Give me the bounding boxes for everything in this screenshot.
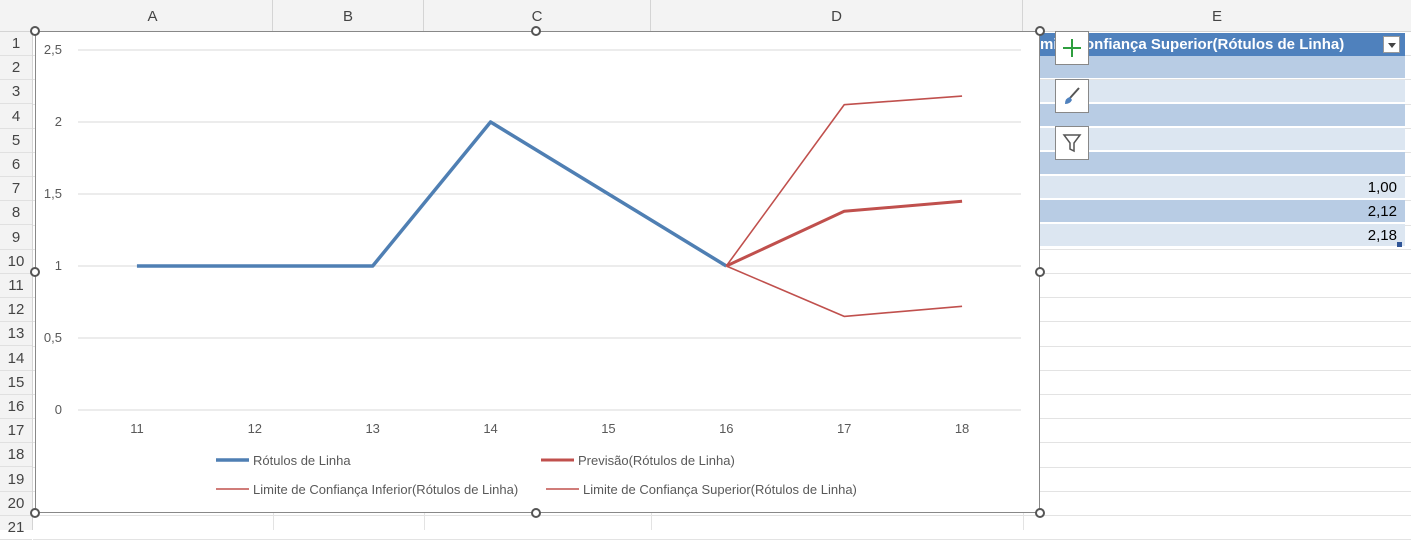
chart-elements-button[interactable] [1055, 31, 1089, 65]
row-gridline [33, 515, 1411, 516]
table-row[interactable] [1040, 80, 1405, 103]
table-row[interactable] [1040, 56, 1405, 79]
y-tick-label: 2,5 [44, 42, 62, 57]
column-header-d[interactable]: D [651, 0, 1023, 31]
row-header-5[interactable]: 5 [0, 129, 32, 153]
resize-handle-top[interactable] [531, 26, 541, 36]
y-tick-label: 1 [55, 258, 62, 273]
row-header-19[interactable]: 19 [0, 468, 32, 492]
table-header-cell[interactable]: mi e Confiança Superior(Rótulos de Linha… [1040, 33, 1405, 56]
resize-handle-bottom-right[interactable] [1035, 508, 1045, 518]
funnel-icon [1062, 134, 1082, 153]
y-tick-label: 1,5 [44, 186, 62, 201]
row-header-14[interactable]: 14 [0, 347, 32, 371]
series-line-3 [725, 265, 963, 318]
table-row[interactable]: 2,12 [1040, 200, 1405, 223]
x-tick-label: 12 [248, 421, 262, 436]
column-header-label: B [342, 8, 353, 25]
legend-label: Previsão(Rótulos de Linha) [578, 453, 735, 468]
row-header-11[interactable]: 11 [0, 274, 32, 298]
table-row[interactable] [1040, 152, 1405, 175]
row-header-9[interactable]: 9 [0, 226, 32, 250]
row-header-12[interactable]: 12 [0, 298, 32, 323]
column-header-label: A [147, 8, 158, 25]
row-header-1[interactable]: 1 [0, 32, 32, 56]
brush-icon [1065, 87, 1080, 104]
table-row[interactable] [1040, 128, 1405, 151]
table-cell-value: 2,18 [1367, 227, 1397, 244]
row-header-18[interactable]: 18 [0, 443, 32, 468]
x-tick-label: 13 [365, 421, 379, 436]
row-header-15[interactable]: 15 [0, 371, 32, 395]
table-row[interactable]: 1,00 [1040, 176, 1405, 199]
row-header-10[interactable]: 10 [0, 250, 32, 274]
series-line-4 [725, 95, 963, 267]
plus-icon [1063, 39, 1081, 57]
x-tick-label: 17 [837, 421, 851, 436]
x-tick-label: 18 [955, 421, 969, 436]
row-header-8[interactable]: 8 [0, 201, 32, 226]
row-header-6[interactable]: 6 [0, 153, 32, 177]
row-header-7[interactable]: 7 [0, 177, 32, 202]
resize-handle-right[interactable] [1035, 267, 1045, 277]
row-header-2[interactable]: 2 [0, 56, 32, 81]
line-chart[interactable]: 0 0,5 1 1,5 2 2,5 11 12 13 14 15 16 17 18 Rótulos de L… [35, 31, 1040, 513]
column-header-c[interactable]: C [424, 0, 651, 31]
row-header-21[interactable]: 21 [0, 516, 32, 540]
chart-canvas: 0 0,5 1 1,5 2 2,5 11 12 13 14 15 16 17 18 Rótulos de L… [44, 42, 1021, 497]
table-header-label: mi e Confiança Superior(Rótulos de Linha… [1040, 36, 1345, 53]
resize-handle-bottom-left[interactable] [30, 508, 40, 518]
x-tick-label: 15 [601, 421, 615, 436]
resize-handle-top-right[interactable] [1035, 26, 1045, 36]
resize-handle-bottom[interactable] [531, 508, 541, 518]
column-header-a[interactable]: A [33, 0, 273, 31]
table-row[interactable]: 2,18 [1040, 224, 1405, 247]
table-row[interactable] [1040, 104, 1405, 127]
x-tick-label: 16 [719, 421, 733, 436]
resize-handle-left[interactable] [30, 267, 40, 277]
column-header-b[interactable]: B [273, 0, 424, 31]
chart-styles-button[interactable] [1055, 79, 1089, 113]
row-header-3[interactable]: 3 [0, 80, 32, 105]
column-header-bar: A B C D E [0, 0, 1411, 32]
y-tick-label: 0 [55, 402, 62, 417]
chart-filters-button[interactable] [1055, 126, 1089, 160]
column-header-e[interactable]: E [1023, 0, 1411, 31]
row-header-17[interactable]: 17 [0, 419, 32, 444]
column-header-label: E [1211, 8, 1222, 25]
legend-label: Limite de Confiança Superior(Rótulos de … [583, 482, 857, 497]
series-line-1 [136, 120, 728, 268]
legend-label: Rótulos de Linha [253, 453, 351, 468]
resize-handle-top-left[interactable] [30, 26, 40, 36]
y-tick-label: 0,5 [44, 330, 62, 345]
series-line-2 [725, 199, 963, 268]
row-header-4[interactable]: 4 [0, 105, 32, 129]
table-resize-handle[interactable] [1397, 242, 1402, 247]
table-cell-value: 2,12 [1367, 203, 1397, 220]
row-header-bar: 1 2 3 4 5 6 7 8 9 10 11 12 13 14 15 16 17 18 19 20 21 [0, 32, 33, 540]
row-header-16[interactable]: 16 [0, 395, 32, 419]
column-header-label: C [531, 8, 543, 25]
row-header-20[interactable]: 20 [0, 492, 32, 516]
x-tick-label: 14 [483, 421, 497, 436]
column-header-label: D [831, 8, 842, 25]
legend-label: Limite de Confiança Inferior(Rótulos de … [253, 482, 518, 497]
y-tick-label: 2 [55, 114, 62, 129]
row-header-13[interactable]: 13 [0, 322, 32, 347]
table-cell-value: 1,00 [1367, 179, 1397, 196]
filter-dropdown-button[interactable] [1383, 36, 1400, 53]
x-tick-label: 11 [130, 421, 144, 436]
